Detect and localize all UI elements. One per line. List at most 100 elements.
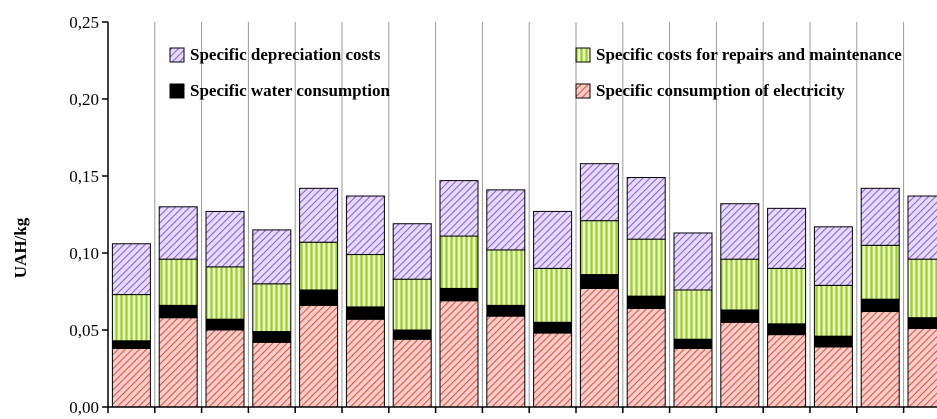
y-tick-label: 0,05 [69,321,99,340]
bar-segment [907,258,937,319]
bar-stack [813,226,853,408]
bar-segment [533,210,573,269]
bar-segment [345,254,385,308]
legend-item: Specific water consumption [169,81,390,100]
bar-segment [860,187,900,246]
bar-stack [111,243,151,408]
legend-swatch [169,83,185,99]
bar-segment [252,341,292,408]
bar-stack [907,195,937,408]
y-tick-label: 0,25 [69,13,99,32]
bar-segment [626,238,666,297]
bar-stack [533,210,573,408]
bar-segment [626,307,666,408]
bar-segment [626,177,666,240]
legend-swatch [575,47,591,63]
legend-label: Specific water consumption [190,81,390,100]
bar-segment [439,180,479,237]
legend-swatch [169,47,185,63]
bar-segment [392,278,432,331]
bar-segment [111,340,151,349]
bar-segment [813,346,853,408]
bar-segment [579,274,619,289]
bar-segment [205,318,245,331]
bar-segment [205,266,245,320]
bar-segment [345,195,385,256]
legend: Specific depreciation costs Specific cost… [169,45,902,100]
bar-segment [579,220,619,276]
axes: 0,00 0,05 0,10 0,15 0,20 0,25 [69,13,937,417]
legend-item: Specific consumption of electricity [575,81,845,100]
bar-segment [111,243,151,296]
bar-stack [158,206,198,408]
bar-segment [767,207,807,269]
bar-segment [673,338,713,349]
bar-segment [392,329,432,340]
bar-segment [720,309,760,323]
y-tick-label: 0,00 [69,398,99,417]
bar-stack [439,180,479,408]
legend-label: Specific depreciation costs [190,45,381,64]
vertical-gridlines [154,22,905,407]
bar-segment [439,235,479,289]
bar-segment [813,335,853,348]
bar-segment [299,187,339,243]
bar-stack [252,229,292,408]
bar-stack [720,203,760,408]
bar-stack [345,195,385,408]
bar-segment [392,223,432,280]
bar-segment [345,318,385,408]
bar-stack [767,207,807,408]
bar-segment [673,289,713,340]
bar-segment [486,304,526,317]
bar-segment [252,331,292,343]
y-tick-label: 0,10 [69,244,99,263]
bar-segment [299,241,339,291]
y-tick-label: 0,15 [69,167,99,186]
bar-segment [392,338,432,408]
bar-stack [486,189,526,408]
bar-segment [205,210,245,268]
legend-label: Specific costs for repairs and maintenan… [596,45,902,64]
bar-segment [439,287,479,302]
bar-segment [720,203,760,260]
bar-segment [579,163,619,222]
bar-segment [252,283,292,333]
bar-stack [579,163,619,408]
bar-segment [111,347,151,408]
bar-segment [486,189,526,251]
bar-segment [860,298,900,313]
bar-stack [299,187,339,408]
bar-segment [673,347,713,408]
bar-segment [626,295,666,309]
bar-segment [907,195,937,260]
bar-segment [907,317,937,329]
bar-segment [345,306,385,320]
bar-segment [767,323,807,336]
bar-segment [533,332,573,408]
y-tick-label: 0,20 [69,90,99,109]
bar-segment [813,284,853,337]
bar-segment [252,229,292,285]
bar-stack [205,210,245,408]
bar-segment [299,304,339,408]
y-axis-title: UAH/kg [11,217,30,278]
bar-segment [720,321,760,408]
bars [111,163,937,408]
bar-segment [158,206,198,260]
bar-segment [673,232,713,291]
bar-segment [907,327,937,408]
bar-segment [533,267,573,323]
bar-segment [439,300,479,408]
bar-stack [626,177,666,408]
legend-swatch [575,83,591,99]
bar-segment [860,311,900,408]
bar-segment [579,287,619,408]
bar-segment [767,267,807,325]
bar-segment [111,294,151,342]
bar-stack [392,223,432,408]
bar-stack [673,232,713,408]
bar-segment [533,321,573,334]
bar-segment [767,334,807,408]
bar-segment [813,226,853,286]
